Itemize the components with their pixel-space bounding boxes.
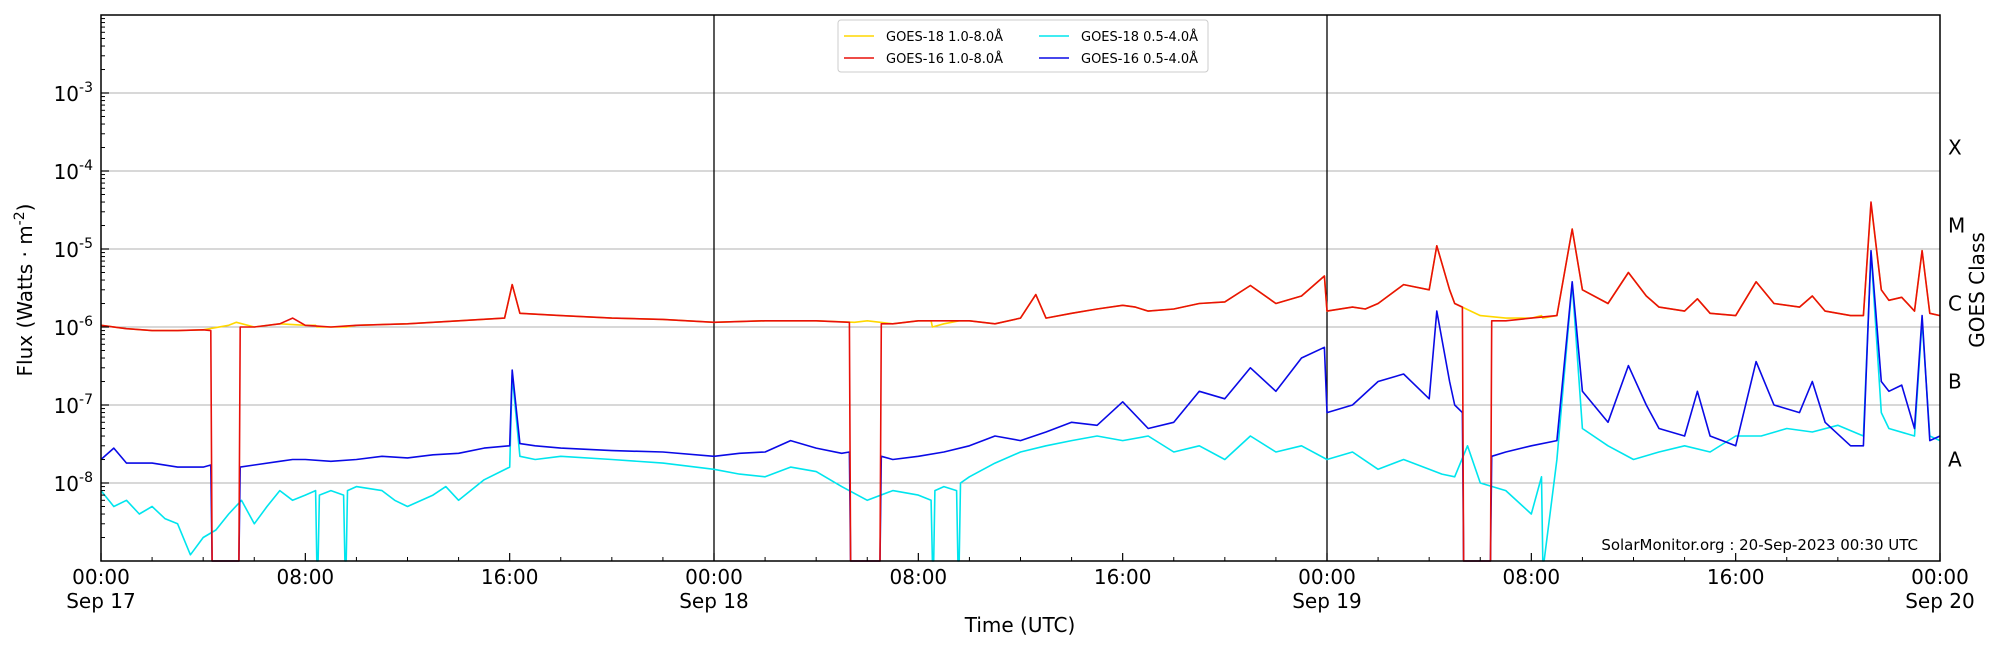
- legend-entry-label: GOES-18 0.5-4.0Å: [1081, 29, 1198, 45]
- y-tick-label: 10-4: [54, 158, 94, 184]
- x-tick-date-label: Sep 20: [1905, 589, 1975, 613]
- y-axis-title: Flux (Watts · m-2): [12, 204, 37, 377]
- x-tick-time-label: 08:00: [1503, 565, 1561, 589]
- legend-entry-label: GOES-18 1.0-8.0Å: [886, 29, 1003, 45]
- y-tick-label: 10-6: [54, 314, 94, 340]
- series-lines: [100, 201, 1941, 562]
- goes-class-axis: X M C B A: [1948, 136, 1965, 472]
- x-tick-time-label: 16:00: [1094, 565, 1152, 589]
- x-tick-time-label: 16:00: [481, 565, 539, 589]
- gridlines: [101, 92, 1940, 484]
- legend-entry-label: GOES-16 1.0-8.0Å: [886, 51, 1003, 67]
- series-line-1: [100, 201, 1941, 562]
- series-line-3: [100, 249, 1941, 562]
- y-axis: 10-810-710-610-510-410-3: [54, 18, 109, 539]
- x-axis-title: Time (UTC): [964, 613, 1076, 637]
- x-tick-time-label: 00:00: [685, 565, 743, 589]
- x-tick-time-label: 08:00: [890, 565, 948, 589]
- x-tick-time-label: 08:00: [277, 565, 335, 589]
- goes-class-label: X: [1948, 136, 1962, 160]
- goes-class-label: M: [1948, 214, 1965, 238]
- goes-class-axis-title: GOES Class: [1965, 232, 1989, 348]
- x-tick-time-label: 16:00: [1707, 565, 1765, 589]
- legend-box: [837, 19, 1209, 73]
- y-tick-label: 10-7: [54, 392, 93, 418]
- goes-class-label: A: [1948, 448, 1962, 472]
- goes-class-label: B: [1948, 370, 1962, 394]
- x-tick-time-label: 00:00: [72, 565, 130, 589]
- legend: GOES-18 1.0-8.0Å GOES-16 1.0-8.0Å GOES-18 …: [837, 19, 1209, 73]
- x-tick-time-label: 00:00: [1911, 565, 1969, 589]
- legend-entry-label: GOES-16 0.5-4.0Å: [1081, 51, 1198, 67]
- x-tick-time-label: 00:00: [1298, 565, 1356, 589]
- credit-text: SolarMonitor.org : 20-Sep-2023 00:30 UTC: [1601, 536, 1918, 554]
- series-line-2: [100, 251, 1941, 562]
- x-tick-date-label: Sep 18: [679, 589, 749, 613]
- x-tick-date-label: Sep 17: [66, 589, 136, 613]
- goes-class-label: C: [1948, 292, 1962, 316]
- x-tick-date-label: Sep 19: [1292, 589, 1362, 613]
